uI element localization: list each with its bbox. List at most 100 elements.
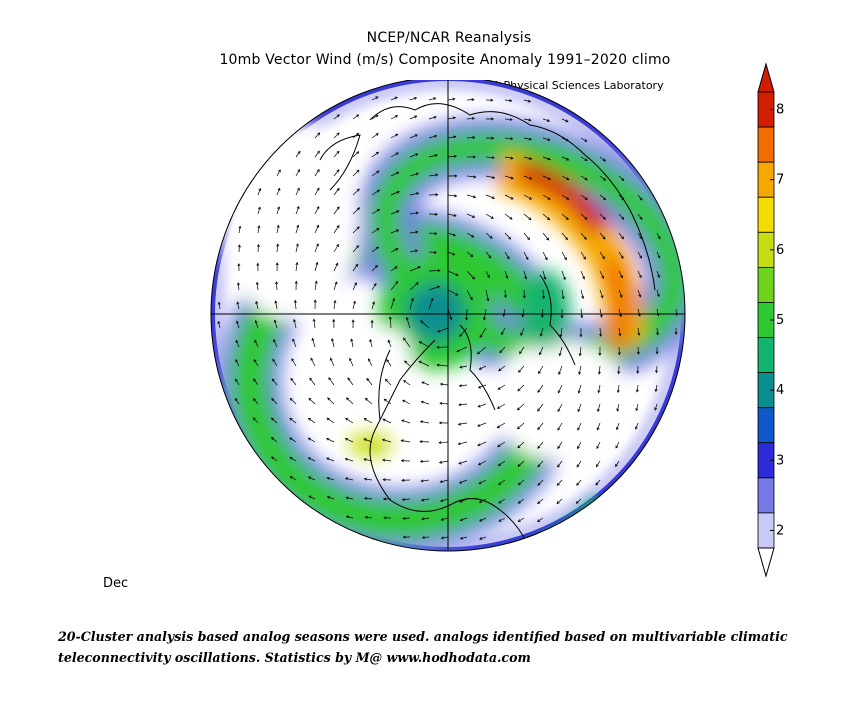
wind-vector (333, 281, 337, 291)
wind-vector-head (335, 262, 339, 266)
wind-vector-head (375, 151, 380, 155)
wind-vector (314, 225, 319, 234)
footer-note: 20-Cluster analysis based analog seasons… (58, 626, 818, 668)
colorbar-swatch (757, 407, 775, 444)
wind-vector (504, 251, 510, 259)
wind-vector (656, 327, 659, 335)
wind-vector-head (369, 338, 373, 343)
wind-vector-head (421, 381, 425, 385)
wind-vector-head (293, 318, 296, 323)
wind-vector (557, 422, 563, 431)
wind-vector-head (403, 380, 407, 383)
wind-vector-head (436, 363, 440, 367)
wind-vector (314, 206, 320, 215)
wind-vector (390, 133, 398, 139)
wind-vector (382, 439, 392, 443)
chart-subtitle: 10mb Vector Wind (m/s) Composite Anomaly… (219, 52, 671, 68)
wind-vector-head (656, 332, 660, 336)
wind-vector-head (577, 427, 581, 431)
wind-vector-head (656, 294, 660, 298)
wind-vector (542, 194, 551, 200)
colorbar-min-arrow (757, 547, 775, 578)
wind-vector (597, 403, 601, 412)
wind-vector (352, 264, 358, 272)
wind-vector (542, 118, 550, 122)
wind-vector-head (234, 397, 238, 401)
wind-vector (409, 97, 417, 101)
wind-vector (327, 496, 335, 500)
wind-vector-head (336, 243, 339, 248)
wind-vector (477, 422, 487, 427)
wind-vector-head (413, 96, 418, 100)
wind-vector-head (356, 151, 360, 155)
wind-vector (254, 339, 259, 348)
wind-vector-head (524, 276, 528, 280)
wind-vector-head (253, 378, 257, 382)
wind-vector-head (356, 226, 360, 230)
wind-vector (599, 194, 606, 200)
wind-vector-head (558, 371, 561, 375)
wind-vector (326, 477, 335, 481)
wind-vector (235, 359, 240, 367)
wind-vector-head (453, 154, 458, 158)
wind-vector (466, 117, 475, 120)
wind-vector (479, 365, 487, 370)
wind-vector-head (400, 439, 404, 443)
wind-vector-head (420, 479, 424, 483)
wind-vector (478, 460, 487, 466)
wind-vector-head (376, 227, 380, 231)
wind-vector (437, 364, 449, 367)
wind-vector-head (395, 280, 399, 284)
wind-vector-head (401, 419, 405, 423)
wind-vector-head (438, 441, 442, 445)
wind-vector (382, 459, 392, 462)
wind-vector-head (257, 225, 261, 229)
wind-vector-head (458, 403, 462, 407)
wind-vector-head (510, 196, 514, 200)
wind-vector-head (471, 276, 475, 280)
wind-vector-head (436, 285, 441, 289)
wind-vector-head (382, 478, 386, 482)
wind-vector-head (537, 445, 541, 449)
wind-vector (390, 266, 398, 272)
wind-vector-head (402, 535, 406, 539)
wind-vector (421, 401, 430, 405)
wind-vector (537, 498, 544, 504)
colorbar-tick-label: 2 (776, 523, 784, 538)
wind-vector (309, 377, 316, 386)
wind-vector (420, 320, 430, 329)
wind-vector-head (615, 463, 618, 468)
wind-vector (420, 421, 430, 424)
wind-vector (347, 377, 354, 386)
wind-vector-head (597, 408, 600, 413)
wind-vector-head (440, 517, 444, 521)
wind-vector (656, 251, 661, 259)
wind-vector (352, 114, 359, 120)
wind-vector-head (336, 206, 340, 210)
wind-vector (523, 270, 527, 279)
wind-vector (401, 440, 411, 443)
wind-vector-head (351, 319, 355, 323)
wind-vector (541, 308, 544, 318)
wind-vector-head (294, 280, 298, 284)
wind-vector-head (478, 500, 482, 503)
wind-vector-head (520, 332, 524, 336)
wind-vector-head (449, 316, 453, 321)
wind-vector-head (635, 408, 639, 412)
wind-vector-head (316, 150, 320, 154)
wind-vector-head (256, 243, 260, 247)
month-label: Dec (103, 576, 129, 591)
wind-vector (637, 308, 641, 317)
wind-vector (271, 417, 278, 424)
wind-vector-head (392, 297, 396, 301)
wind-vector (276, 169, 281, 177)
wind-vector-head (471, 234, 475, 238)
wind-vector-head (584, 197, 588, 200)
wind-vector (333, 300, 336, 310)
wind-vector-head (657, 255, 661, 259)
wind-vector (409, 282, 419, 291)
wind-vector (238, 226, 241, 234)
wind-vector (290, 476, 297, 481)
wind-vector-head (621, 216, 625, 220)
colorbar-tick-label: 8 (776, 103, 784, 118)
